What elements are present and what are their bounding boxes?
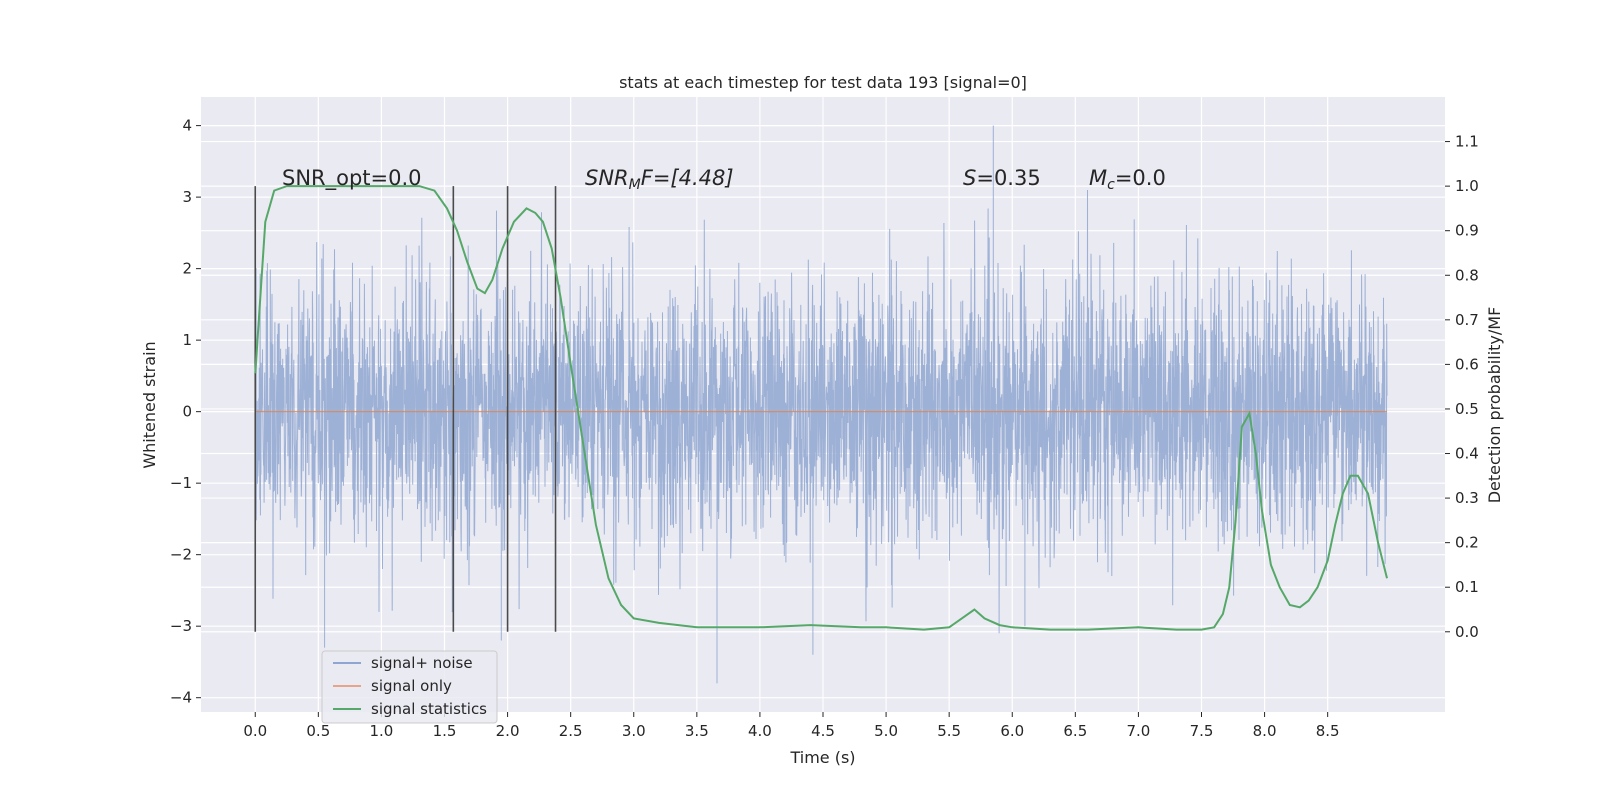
x-tick-label-2: 1.0 xyxy=(369,722,393,740)
y-right-tick-label-3: 0.3 xyxy=(1455,489,1479,507)
y-right-tick-label-9: 0.9 xyxy=(1455,222,1479,240)
y-tick-label-4: 0 xyxy=(182,403,192,421)
annotation-mc: Mc=0.0 xyxy=(1089,166,1166,193)
x-tick-label-4: 2.0 xyxy=(496,722,520,740)
series-signal-plus-noise xyxy=(254,125,1388,684)
y-right-tick-label-2: 0.2 xyxy=(1455,534,1479,552)
annotation-s-value: =0.35 xyxy=(976,166,1040,190)
signal-statistics-line xyxy=(254,185,1388,631)
annotation-snr-mf-rest: F=[4.48] xyxy=(641,166,734,190)
legend-label-signal-plus-noise: signal+ noise xyxy=(371,654,473,672)
x-tick-label-10: 5.0 xyxy=(874,722,898,740)
x-tick-label-6: 3.0 xyxy=(622,722,646,740)
y-tick-label-5: 1 xyxy=(182,331,192,349)
x-axis-label: Time (s) xyxy=(789,748,855,767)
y-axis-label: Whitened strain xyxy=(140,341,159,468)
annotation-s: S=0.35 xyxy=(963,166,1041,190)
x-tick-label-9: 4.5 xyxy=(811,722,835,740)
y-tick-label-0: −4 xyxy=(170,689,192,707)
y-right-tick-label-1: 0.1 xyxy=(1455,578,1479,596)
annotation-mc-value: =0.0 xyxy=(1115,166,1166,190)
x-tick-label-14: 7.0 xyxy=(1126,722,1150,740)
annotation-snr-opt: SNR_opt=0.0 xyxy=(282,166,422,191)
vertical-markers xyxy=(254,186,557,632)
series-signal-statistics xyxy=(254,185,1388,631)
legend: signal+ noise signal only signal statist… xyxy=(321,650,498,724)
x-tick-label-13: 6.5 xyxy=(1063,722,1087,740)
y-tick-label-7: 3 xyxy=(182,188,192,206)
y-right-tick-label-11: 1.1 xyxy=(1455,133,1479,151)
annotation-s-symbol: S xyxy=(963,166,976,190)
y-tick-label-8: 4 xyxy=(182,117,192,135)
y-tick-label-2: −2 xyxy=(170,546,192,564)
y-right-axis-label: Detection probability/MF xyxy=(1485,307,1504,504)
y-right-tick-label-0: 0.0 xyxy=(1455,623,1479,641)
annotation-snr-mf-main: SNR xyxy=(585,166,629,190)
y-right-tick-label-7: 0.7 xyxy=(1455,311,1479,329)
chart-title: stats at each timestep for test data 193… xyxy=(619,73,1027,92)
x-tick-label-11: 5.5 xyxy=(937,722,961,740)
x-tick-label-8: 4.0 xyxy=(748,722,772,740)
annotation-snr-mf-sub: M xyxy=(629,177,641,193)
legend-label-signal-statistics: signal statistics xyxy=(371,700,487,718)
x-tick-label-17: 8.5 xyxy=(1316,722,1340,740)
axis-ticks: 0.0 0.5 1.0 1.5 2.0 2.5 3.0 3.5 4.0 4.5 5.0 5.5 6.0 6… xyxy=(170,117,1479,740)
x-tick-label-1: 0.5 xyxy=(306,722,330,740)
y-right-tick-label-4: 0.4 xyxy=(1455,445,1479,463)
y-right-tick-label-10: 1.0 xyxy=(1455,177,1479,195)
x-tick-label-5: 2.5 xyxy=(559,722,583,740)
x-tick-label-12: 6.0 xyxy=(1000,722,1024,740)
signal-plus-noise-trace xyxy=(254,125,1388,684)
y-tick-label-1: −3 xyxy=(170,617,192,635)
x-tick-label-0: 0.0 xyxy=(243,722,267,740)
y-tick-label-6: 2 xyxy=(182,260,192,278)
x-tick-label-15: 7.5 xyxy=(1190,722,1214,740)
x-tick-label-16: 8.0 xyxy=(1253,722,1277,740)
annotation-snr-mf: SNRMF=[4.48] xyxy=(585,166,734,193)
annotation-mc-sub: c xyxy=(1107,177,1115,193)
y-right-tick-label-5: 0.5 xyxy=(1455,400,1479,418)
y-right-tick-label-8: 0.8 xyxy=(1455,266,1479,284)
y-right-tick-label-6: 0.6 xyxy=(1455,355,1479,373)
x-tick-label-3: 1.5 xyxy=(433,722,457,740)
y-tick-label-3: −1 xyxy=(170,474,192,492)
legend-label-signal-only: signal only xyxy=(371,677,452,695)
legend-box xyxy=(321,650,498,724)
x-tick-label-7: 3.5 xyxy=(685,722,709,740)
annotation-mc-main: M xyxy=(1089,166,1107,190)
